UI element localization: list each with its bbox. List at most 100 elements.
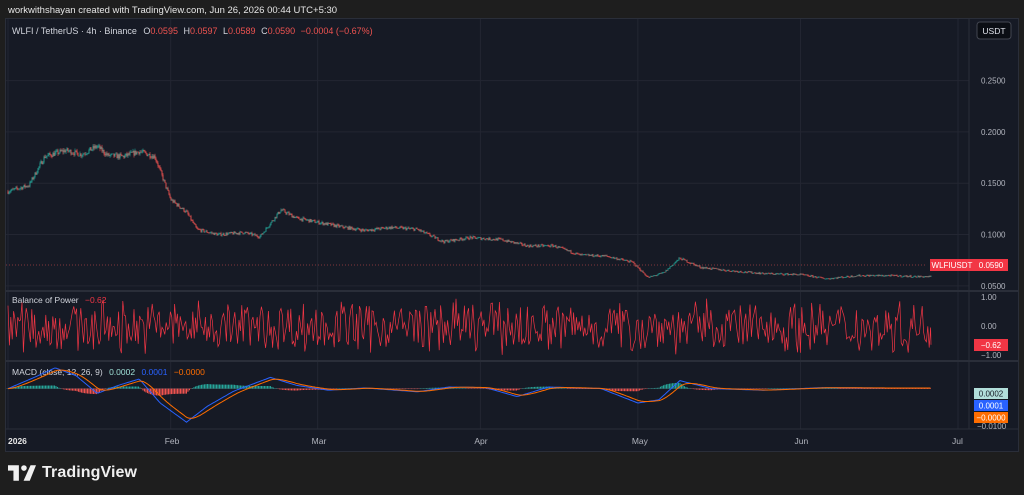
candle-body-472 [479,237,481,239]
macd-hist-bar-432 [655,387,657,389]
candle-body-481 [488,237,490,240]
candle-body-305 [312,220,314,221]
candle-body-763 [770,273,772,275]
time-tick-4: May [632,436,649,446]
candle-body-812 [819,276,821,278]
tradingview-logo[interactable]: TradingView [8,464,137,482]
macd-hist-bar-462 [700,388,702,390]
candle-body-889 [896,275,898,277]
candle-body-858 [865,275,867,277]
candle-body-303 [310,219,312,222]
macd-hist-bar-134 [208,384,210,389]
candle-body-451 [458,239,460,241]
candle-body-182 [189,215,191,217]
candle-body-714 [721,270,723,272]
candle-body-498 [505,240,507,242]
macd-hist-bar-171 [263,386,265,389]
candle-body-756 [763,273,765,275]
candle-body-14 [21,187,23,190]
candle-body-876 [883,276,885,277]
candle-body-732 [739,271,741,272]
candle-body-596 [603,255,605,257]
candle-body-382 [389,227,391,229]
candle-body-783 [790,274,792,275]
candle-body-275 [282,209,284,211]
macd-hist-bar-333 [506,388,508,391]
candle-body-22 [29,181,31,187]
macd-value-tags: 0.0002 0.0001 −0.0000 −0.0100 [974,388,1008,431]
macd-hist-bar-461 [698,388,700,390]
candle-body-295 [302,217,304,221]
macd-hist-bar-347 [527,387,529,389]
candle-body-787 [794,273,796,275]
macd-hist-bar-410 [622,388,624,392]
macd-hist-bar-335 [509,388,511,391]
candle-body-434 [441,240,443,242]
currency-button[interactable]: USDT [976,21,1012,40]
candle-body-210 [217,234,219,236]
candle-body-16 [23,184,25,187]
candle-body-429 [436,237,438,239]
candle-body-507 [514,242,516,244]
macd-hist-bar-45 [74,388,76,391]
candle-body-723 [730,271,732,272]
candle-body-874 [881,275,883,276]
candle-body-478 [485,238,487,240]
candle-body-26 [33,176,35,180]
macd-hist-bar-105 [164,388,166,395]
candle-body-817 [824,278,826,280]
candle-body-269 [276,214,278,218]
candle-body-514 [521,242,523,246]
macd-hist-bar-110 [172,388,174,395]
macd-hist-bar-165 [254,385,256,389]
candle-body-69 [76,150,78,153]
macd-hist-bar-338 [514,388,516,391]
macd-hist-bar-7 [17,386,19,389]
macd-hist-bar-17 [32,385,34,389]
macd-hist-bar-192 [295,388,297,391]
candle-body-349 [356,228,358,230]
candle-body-487 [494,239,496,241]
macd-hist-bar-49 [80,388,82,393]
macd-hist-bar-448 [679,382,681,389]
candle-body-780 [787,273,789,276]
macd-hist-bar-339 [515,388,517,391]
candle-body-437 [444,240,446,243]
candle-body-428 [435,237,437,239]
chart-canvas[interactable]: 0.2500 0.2000 0.1500 0.1000 0.0500 WLFI / Te… [6,19,1018,451]
candle-body-698 [705,267,707,269]
candle-body-424 [431,235,433,237]
candle-body-843 [850,275,852,278]
candle-body-353 [360,230,362,232]
candle-body-92 [99,145,101,150]
candle-body-731 [738,271,740,273]
macd-hist-bar-147 [227,384,229,389]
candle-body-10 [17,188,19,190]
macd-hist-bar-100 [157,388,159,396]
candle-body-578 [585,254,587,255]
bop-value-tag: −0.62 [974,339,1008,351]
candle-body-132 [139,151,141,155]
macd-hist-bar-352 [535,386,537,389]
macd-hist-bar-458 [694,388,696,390]
candle-body-134 [141,151,143,153]
candle-body-785 [792,273,794,275]
macd-hist-bar-279 [425,388,427,389]
candle-body-605 [612,257,614,258]
candle-body-137 [144,151,146,153]
candle-body-569 [576,252,578,254]
macd-hist-bar-150 [232,384,234,389]
candle-body-196 [203,229,205,233]
candle-body-502 [509,241,511,242]
candle-body-559 [566,249,568,251]
candle-body-232 [239,231,241,235]
macd-legend: MACD (close, 12, 26, 9) 0.0002 0.0001 −0… [12,367,205,377]
candle-body-532 [539,246,541,247]
candle-body-226 [233,231,235,235]
candle-body-471 [478,237,480,239]
candle-body-64 [71,153,73,155]
candle-body-332 [339,225,341,227]
candle-body-328 [335,224,337,228]
candle-body-397 [404,227,406,229]
candle-body-233 [240,231,242,233]
